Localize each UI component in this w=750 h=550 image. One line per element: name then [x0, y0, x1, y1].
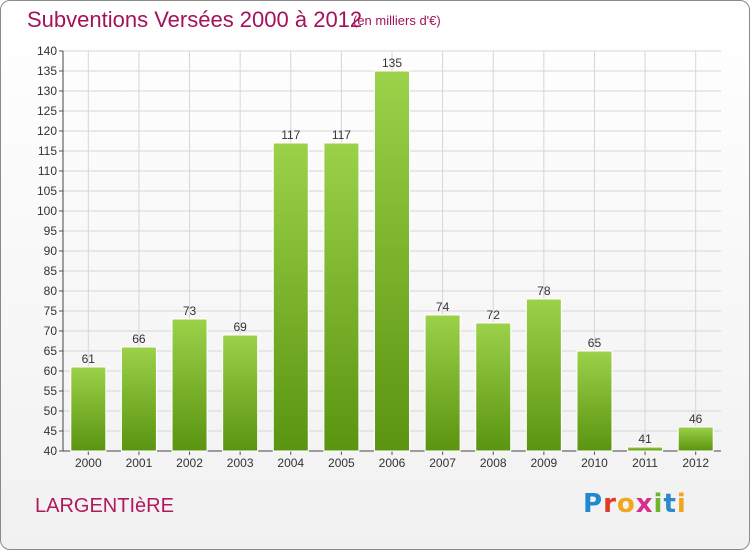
data-label: 117	[332, 128, 351, 142]
x-tick-label: 2001	[126, 456, 153, 470]
bars	[70, 70, 714, 452]
y-tick-label: 70	[44, 324, 58, 338]
y-tick-label: 130	[37, 84, 57, 98]
bar	[70, 366, 107, 452]
data-label: 73	[183, 304, 197, 318]
y-tick-label: 110	[38, 164, 57, 178]
bar	[576, 350, 613, 452]
logo-letter: o	[616, 489, 636, 519]
y-tick-label: 50	[44, 404, 58, 418]
y-tick-label: 65	[44, 344, 58, 358]
logo-letter: P	[583, 489, 604, 519]
y-tick-label: 45	[44, 424, 58, 438]
logo-letter: i	[676, 489, 687, 519]
y-tick-label: 120	[37, 124, 57, 138]
bar	[627, 446, 664, 452]
x-tick-label: 2002	[176, 456, 203, 470]
x-tick-label: 2009	[530, 456, 557, 470]
chart-subtitle: (en milliers d'€)	[353, 13, 441, 28]
y-tick-label: 55	[44, 384, 58, 398]
logo-letter: r	[603, 489, 617, 519]
y-tick-label: 105	[37, 184, 57, 198]
x-tick-label: 2012	[682, 456, 709, 470]
y-tick-label: 60	[44, 364, 58, 378]
x-tick-label: 2010	[581, 456, 608, 470]
bar	[374, 70, 410, 452]
bar	[272, 142, 309, 452]
x-tick-label: 2004	[277, 456, 304, 470]
y-tick-label: 40	[44, 444, 58, 458]
commune-name: LARGENTIèRE	[35, 495, 174, 517]
data-label: 41	[638, 432, 652, 446]
x-tick-label: 2003	[227, 456, 254, 470]
bar	[171, 318, 208, 452]
x-tick-label: 2007	[429, 456, 456, 470]
y-tick-label: 140	[37, 44, 57, 58]
x-tick-label: 2005	[328, 456, 355, 470]
y-tick-label: 135	[37, 64, 57, 78]
bar	[677, 426, 714, 452]
x-tick-label: 2000	[75, 456, 102, 470]
bar	[222, 334, 259, 452]
bar	[424, 314, 461, 452]
y-tick-label: 90	[44, 244, 58, 258]
data-label: 61	[82, 352, 96, 366]
data-label: 46	[689, 412, 703, 426]
bar	[525, 298, 562, 452]
y-tick-label: 125	[37, 104, 57, 118]
data-label: 65	[588, 336, 602, 350]
y-tick-label: 80	[44, 284, 58, 298]
x-tick-label: 2008	[480, 456, 507, 470]
y-tick-label: 95	[44, 224, 58, 238]
x-tick-label: 2011	[632, 456, 658, 470]
data-label: 69	[233, 320, 247, 334]
chart-title: Subventions Versées 2000 à 2012	[27, 7, 363, 32]
bar	[475, 322, 512, 452]
labels: 40 45 50 55 60 65 70 75 80 85 90 95 100 105 110 115 120 1…	[37, 44, 709, 470]
y-tick-label: 75	[44, 304, 58, 318]
y-tick-label: 85	[44, 264, 58, 278]
logo-letter: x	[635, 489, 654, 519]
y-tick-label: 100	[37, 204, 57, 218]
logo-letter: i	[653, 489, 664, 519]
logo-letter: t	[663, 489, 677, 519]
x-tick-label: 2006	[379, 456, 406, 470]
data-label: 72	[487, 308, 501, 322]
data-label: 66	[132, 332, 146, 346]
data-label: 78	[537, 284, 551, 298]
data-label: 117	[281, 128, 300, 142]
bar	[323, 142, 360, 452]
y-tick-label: 115	[38, 144, 57, 158]
data-label: 135	[382, 56, 402, 70]
proxiti-logo: Proxiti	[583, 489, 687, 519]
bar	[120, 346, 157, 452]
data-label: 74	[436, 300, 450, 314]
